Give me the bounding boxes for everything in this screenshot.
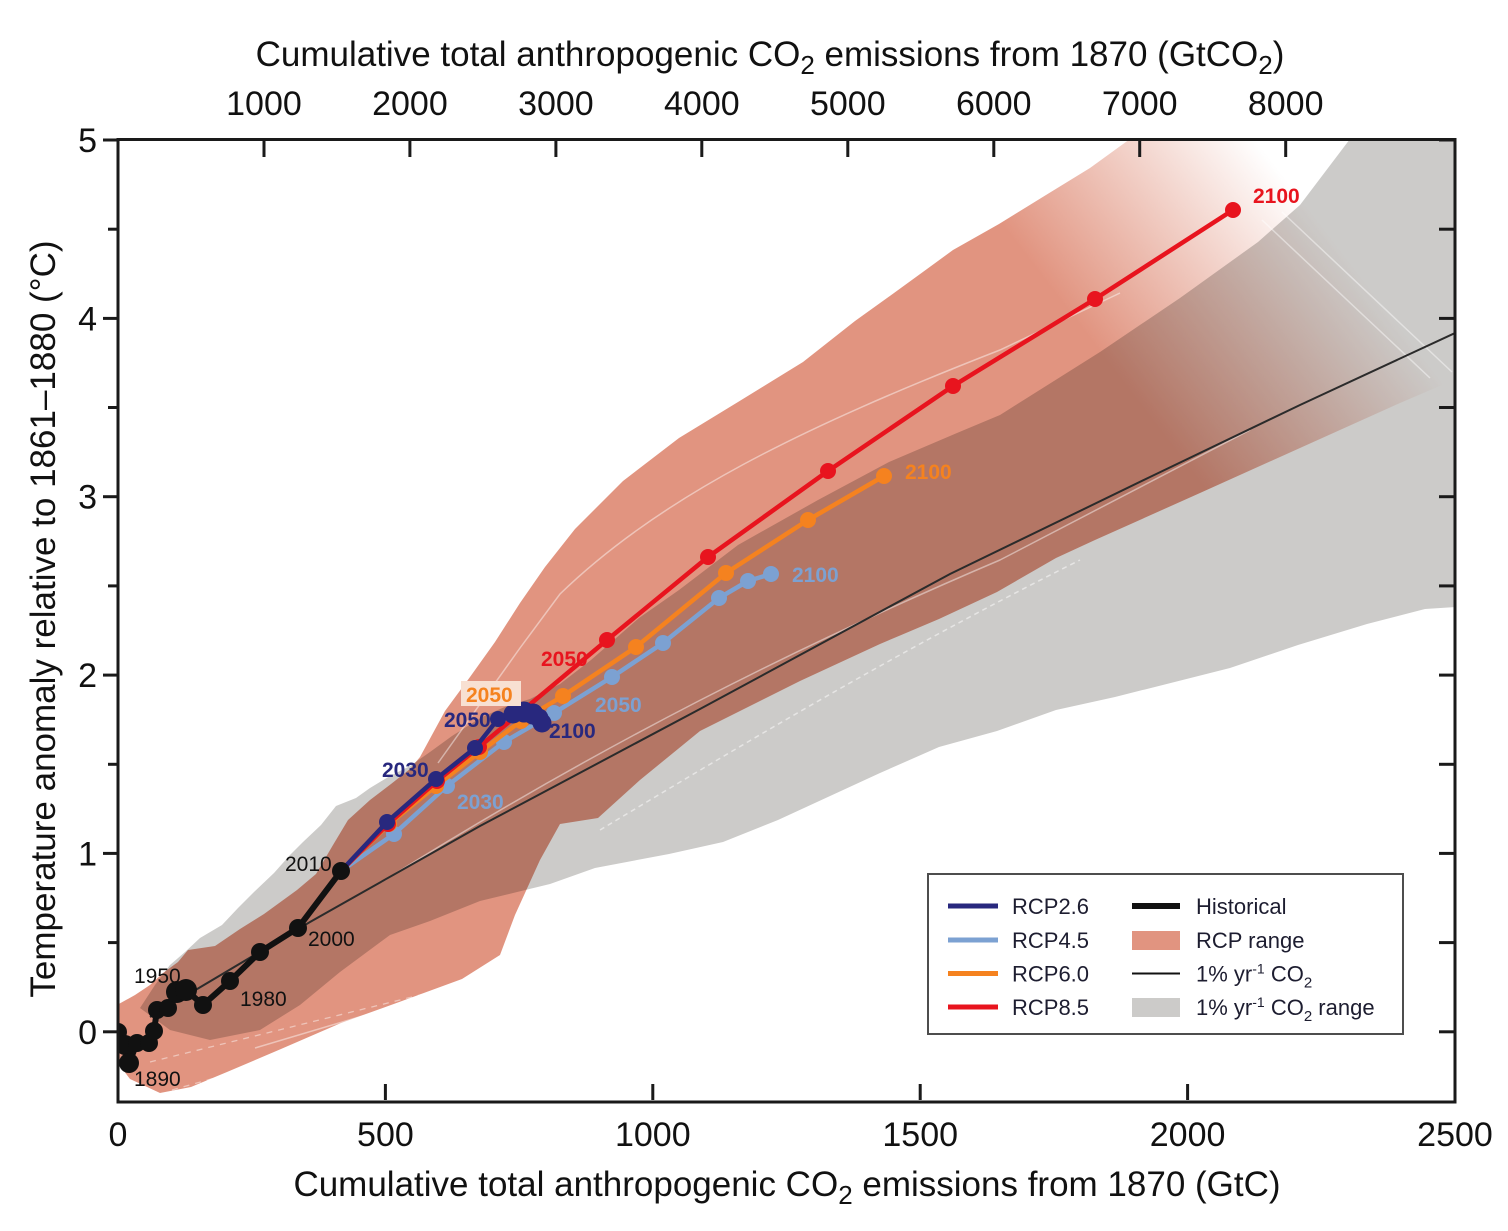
svg-text:2030: 2030: [457, 791, 504, 814]
svg-text:6000: 6000: [956, 85, 1032, 123]
svg-text:7000: 7000: [1102, 85, 1178, 123]
svg-text:1: 1: [78, 835, 97, 873]
svg-text:0: 0: [78, 1014, 97, 1052]
svg-text:1500: 1500: [882, 1116, 958, 1154]
svg-text:2100: 2100: [1253, 185, 1300, 208]
svg-text:2100: 2100: [549, 720, 596, 743]
svg-text:RCP6.0: RCP6.0: [1012, 962, 1089, 987]
svg-text:2030: 2030: [382, 759, 429, 782]
svg-text:RCP2.6: RCP2.6: [1012, 894, 1089, 919]
svg-text:3: 3: [78, 479, 97, 517]
svg-text:Cumulative total anthropogenic: Cumulative total anthropogenic CO2 emiss…: [256, 35, 1285, 80]
svg-text:5: 5: [78, 122, 97, 160]
svg-text:2: 2: [78, 657, 97, 695]
svg-text:1980: 1980: [240, 988, 287, 1011]
svg-text:5000: 5000: [810, 85, 886, 123]
svg-text:RCP8.5: RCP8.5: [1012, 995, 1089, 1020]
svg-text:2050: 2050: [541, 648, 588, 671]
svg-text:500: 500: [357, 1116, 414, 1154]
svg-text:0: 0: [109, 1116, 128, 1154]
svg-text:2050: 2050: [466, 684, 513, 707]
svg-text:1000: 1000: [615, 1116, 691, 1154]
svg-text:Temperature anomaly relative t: Temperature anomaly relative to 1861–188…: [24, 240, 63, 997]
svg-text:2000: 2000: [1150, 1116, 1226, 1154]
svg-text:2100: 2100: [792, 564, 839, 587]
svg-text:2100: 2100: [905, 461, 952, 484]
svg-text:2050: 2050: [444, 709, 491, 732]
svg-text:1% yr-1 CO2 range: 1% yr-1 CO2 range: [1196, 994, 1375, 1025]
svg-text:RCP range: RCP range: [1196, 928, 1304, 953]
svg-text:1950: 1950: [134, 965, 181, 988]
svg-text:2500: 2500: [1417, 1116, 1493, 1154]
svg-text:4000: 4000: [664, 85, 740, 123]
svg-text:1000: 1000: [226, 85, 302, 123]
svg-text:4: 4: [78, 300, 97, 338]
svg-text:2010: 2010: [285, 853, 332, 876]
svg-text:1890: 1890: [134, 1068, 181, 1091]
svg-text:8000: 8000: [1248, 85, 1324, 123]
svg-text:Historical: Historical: [1196, 894, 1286, 919]
svg-text:3000: 3000: [518, 85, 594, 123]
svg-text:2000: 2000: [372, 85, 448, 123]
svg-text:2050: 2050: [595, 694, 642, 717]
svg-text:RCP4.5: RCP4.5: [1012, 928, 1089, 953]
svg-text:Cumulative total anthropogenic: Cumulative total anthropogenic CO2 emiss…: [293, 1165, 1280, 1210]
svg-text:2000: 2000: [308, 928, 355, 951]
